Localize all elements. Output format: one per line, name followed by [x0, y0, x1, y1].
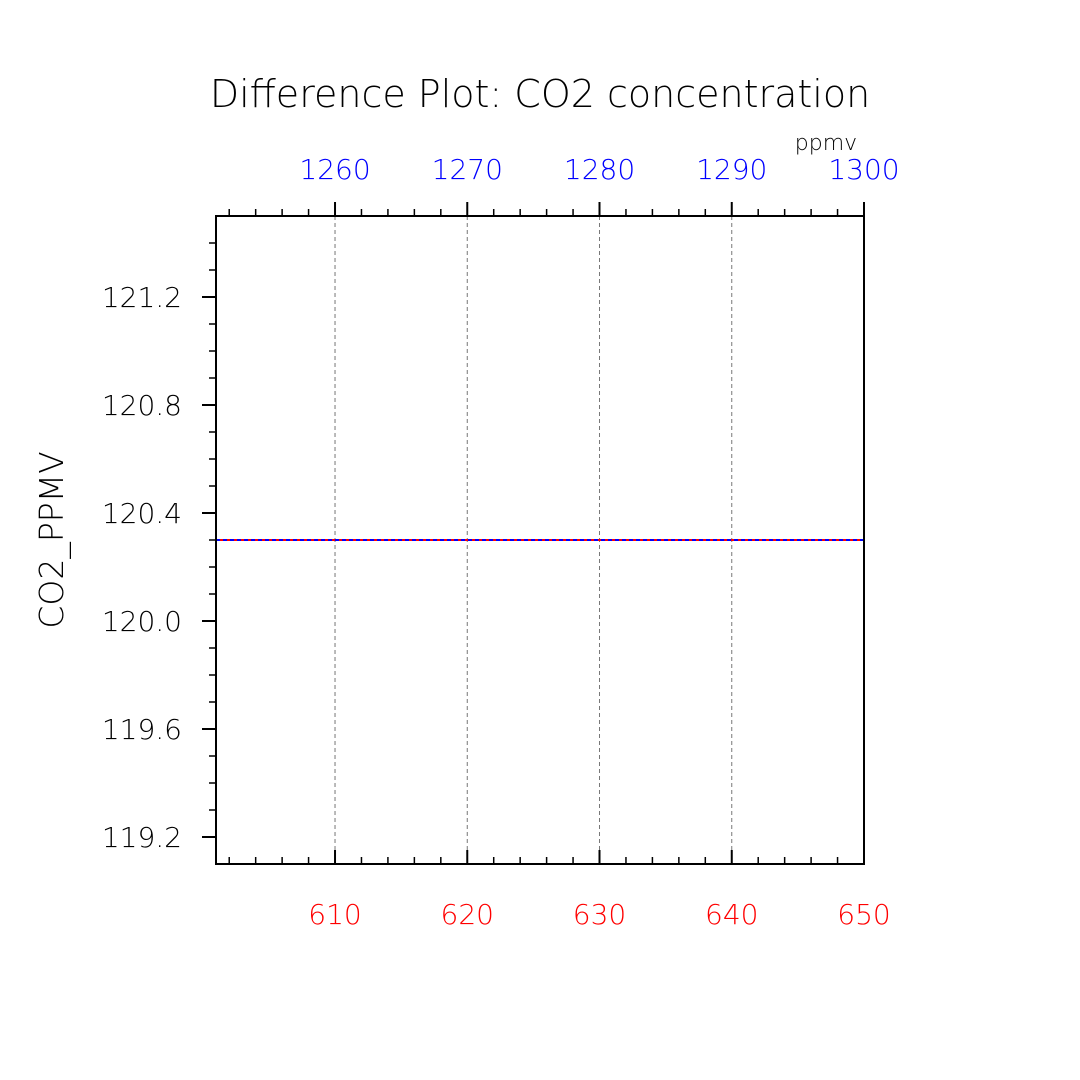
top-tick-label: 1300 [828, 153, 899, 186]
top-tick-label: 1280 [564, 153, 635, 186]
top-tick-label: 1270 [432, 153, 503, 186]
top-tick-label: 1290 [696, 153, 767, 186]
bottom-tick-label: 640 [705, 898, 758, 931]
bottom-tick-label: 610 [308, 898, 361, 931]
y-tick-label: 120.8 [102, 389, 182, 422]
top-tick-label: 1260 [299, 153, 370, 186]
y-tick-label: 119.2 [102, 821, 182, 854]
bottom-tick-label: 650 [837, 898, 890, 931]
bottom-tick-label: 630 [573, 898, 626, 931]
y-tick-label: 119.6 [102, 713, 182, 746]
tick-labels: 610 620 630 640 650 1260 1270 1280 1290 1300 119.2… [102, 153, 900, 931]
bottom-tick-label: 620 [441, 898, 494, 931]
top-axis-unit: ppmv [795, 131, 857, 156]
y-axis-label: CO2_PPMV [32, 451, 72, 628]
plot-frame [215, 215, 865, 865]
axis-ticks [202, 202, 865, 864]
y-tick-label: 121.2 [102, 281, 182, 314]
y-tick-label: 120.4 [102, 497, 182, 530]
chart-title: Difference Plot: CO2 concentration [210, 72, 870, 116]
y-tick-label: 120.0 [102, 605, 182, 638]
